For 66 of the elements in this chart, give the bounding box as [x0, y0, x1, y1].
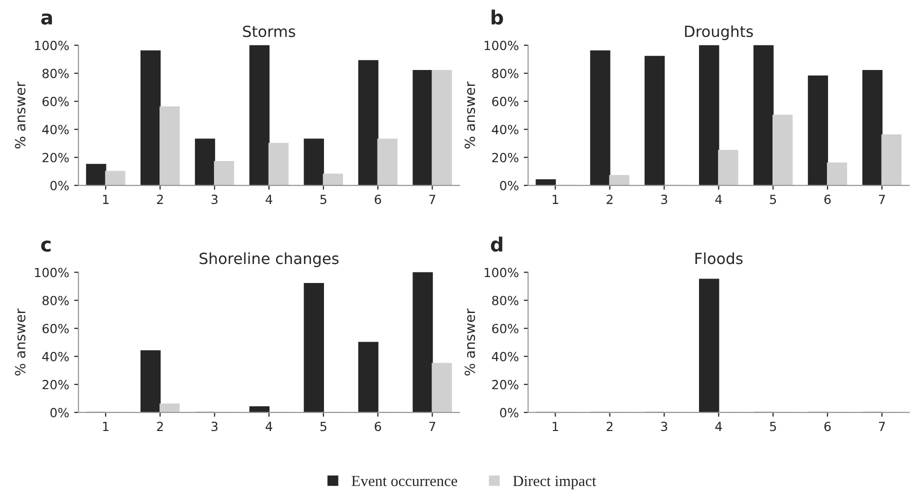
x-tick-label: 4: [715, 194, 722, 204]
x-tick-label: 4: [715, 422, 722, 431]
x-tick-label: 3: [212, 194, 218, 204]
y-tick-label: 100%: [35, 268, 69, 278]
y-tick-label: 80%: [42, 296, 69, 306]
x-tick-label: 3: [661, 422, 668, 432]
y-tick-label: 20%: [42, 380, 69, 390]
chart-title: Droughts: [685, 25, 753, 40]
x-tick-label: 4: [266, 194, 272, 204]
y-tick-label: 60%: [42, 324, 69, 334]
y-tick-label: 100%: [484, 268, 518, 278]
y-tick-label: 80%: [42, 68, 69, 78]
legend-label: Direct impact: [513, 476, 596, 490]
y-tick-label: 0%: [50, 180, 69, 190]
x-tick-label: 1: [103, 422, 108, 431]
x-tick-label: 6: [374, 194, 382, 204]
y-tick-label: 60%: [42, 96, 69, 106]
x-tick-label: 2: [157, 194, 163, 204]
x-tick-label: 5: [770, 422, 776, 432]
y-tick-label: 40%: [492, 124, 518, 134]
y-tick-label: 60%: [492, 96, 518, 106]
y-axis-title: % answer: [14, 81, 26, 148]
y-tick-label: 40%: [42, 124, 69, 134]
y-tick-label: 80%: [492, 296, 518, 306]
chart-title: Floods: [695, 252, 743, 264]
x-tick-label: 6: [824, 422, 831, 432]
x-tick-label: 7: [878, 194, 885, 204]
x-tick-label: 6: [374, 422, 382, 432]
x-tick-label: 1: [552, 194, 558, 204]
y-tick-label: 80%: [492, 68, 518, 78]
chart-title: Shoreline changes: [200, 252, 339, 268]
y-tick-label: 20%: [492, 152, 518, 162]
x-tick-label: 7: [429, 194, 436, 204]
text: d: [490, 236, 502, 252]
y-axis-title: % answer: [14, 308, 26, 376]
text: a: [41, 14, 52, 25]
x-tick-label: 2: [157, 422, 163, 431]
x-tick-label: 3: [661, 194, 668, 204]
y-tick-label: 0%: [50, 408, 69, 418]
x-tick-label: 6: [824, 194, 831, 204]
x-tick-label: 5: [320, 194, 326, 204]
x-tick-label: 7: [429, 422, 436, 431]
y-axis-title: % answer: [464, 308, 476, 376]
x-tick-label: 5: [320, 422, 326, 432]
text: c: [41, 240, 51, 252]
y-tick-label: 20%: [42, 152, 69, 162]
y-tick-label: 60%: [492, 324, 518, 334]
y-tick-label: 100%: [484, 40, 518, 50]
y-tick-label: 20%: [492, 380, 518, 390]
text: b: [492, 10, 504, 25]
x-tick-label: 7: [878, 422, 885, 431]
y-tick-label: 40%: [492, 352, 518, 362]
x-tick-label: 2: [606, 194, 612, 204]
y-axis-title: % answer: [464, 81, 476, 148]
x-tick-label: 1: [552, 422, 558, 431]
y-tick-label: 100%: [35, 40, 69, 50]
y-tick-label: 0%: [500, 408, 518, 418]
x-tick-label: 3: [212, 422, 218, 432]
y-tick-label: 0%: [500, 180, 518, 190]
x-tick-label: 4: [266, 422, 272, 431]
x-tick-label: 5: [770, 194, 776, 204]
y-tick-label: 40%: [42, 352, 69, 362]
x-tick-label: 2: [606, 422, 612, 431]
legend-label: Event occurrence: [352, 476, 458, 486]
x-tick-label: 1: [103, 194, 108, 204]
chart-title: Storms: [243, 26, 296, 38]
